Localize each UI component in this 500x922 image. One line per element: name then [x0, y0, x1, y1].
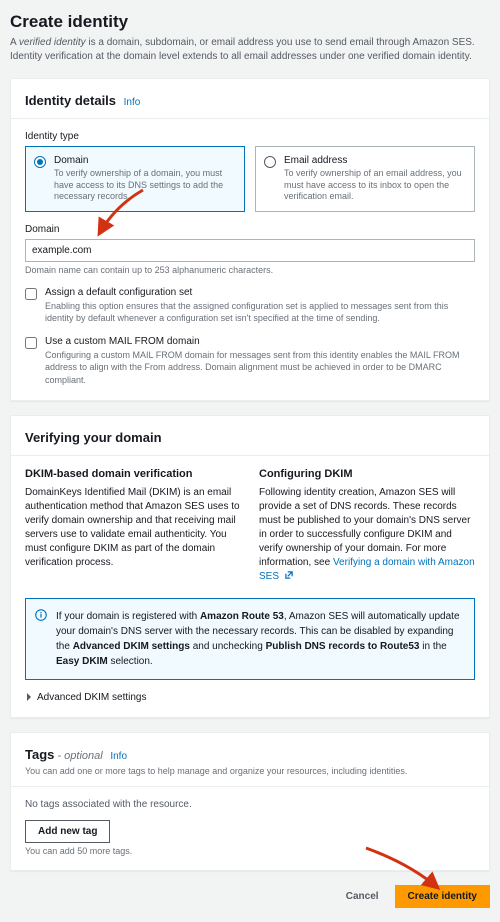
info-link[interactable]: Info — [110, 751, 127, 762]
configuring-dkim-text: Following identity creation, Amazon SES … — [259, 486, 475, 584]
cancel-button[interactable]: Cancel — [338, 885, 387, 908]
configuring-dkim-col: Configuring DKIM Following identity crea… — [259, 468, 475, 584]
config-set-title: Assign a default configuration set — [45, 287, 475, 298]
domain-field-wrap: Domain Domain name can contain up to 253… — [25, 224, 475, 275]
page-description: A verified identity is a domain, subdoma… — [10, 36, 490, 64]
add-tag-button[interactable]: Add new tag — [25, 820, 110, 843]
identity-details-panel: Identity details Info Identity type Doma… — [10, 78, 490, 401]
page-header: Create identity A verified identity is a… — [10, 12, 490, 64]
advanced-dkim-expander[interactable]: Advanced DKIM settings — [25, 692, 475, 703]
info-link[interactable]: Info — [124, 97, 141, 108]
configuring-dkim-heading: Configuring DKIM — [259, 468, 475, 480]
domain-helper: Domain name can contain up to 253 alphan… — [25, 265, 475, 275]
no-tags-text: No tags associated with the resource. — [25, 799, 475, 810]
identity-details-heading: Identity details Info — [25, 93, 475, 108]
divider — [11, 455, 489, 456]
tile-domain[interactable]: Domain To verify ownership of a domain, … — [25, 146, 245, 212]
identity-type-tiles: Domain To verify ownership of a domain, … — [25, 146, 475, 212]
tile-email-desc: To verify ownership of an email address,… — [284, 168, 466, 203]
info-icon — [35, 609, 47, 621]
tags-subtext: You can add one or more tags to help man… — [25, 766, 475, 776]
mail-from-desc: Configuring a custom MAIL FROM domain fo… — [45, 349, 475, 385]
dkim-verification-text: DomainKeys Identified Mail (DKIM) is an … — [25, 486, 241, 570]
verify-domain-panel: Verifying your domain DKIM-based domain … — [10, 415, 490, 718]
external-link-icon — [284, 570, 294, 580]
dkim-verification-heading: DKIM-based domain verification — [25, 468, 241, 480]
divider — [11, 786, 489, 787]
config-set-desc: Enabling this option ensures that the as… — [45, 300, 475, 324]
mail-from-option[interactable]: Use a custom MAIL FROM domain Configurin… — [25, 336, 475, 385]
mail-from-checkbox[interactable] — [25, 337, 37, 349]
radio-icon — [34, 156, 46, 168]
config-set-option[interactable]: Assign a default configuration set Enabl… — [25, 287, 475, 324]
tile-email-title: Email address — [284, 155, 466, 166]
create-identity-button[interactable]: Create identity — [395, 885, 490, 908]
config-set-checkbox[interactable] — [25, 288, 37, 300]
footer-actions: Cancel Create identity — [10, 885, 490, 908]
dkim-verification-col: DKIM-based domain verification DomainKey… — [25, 468, 241, 584]
divider — [11, 118, 489, 119]
route53-callout: If your domain is registered with Amazon… — [25, 598, 475, 680]
mail-from-title: Use a custom MAIL FROM domain — [45, 336, 475, 347]
domain-input[interactable] — [25, 239, 475, 262]
tags-heading: Tags - optional Info — [25, 747, 475, 762]
tile-domain-title: Domain — [54, 155, 236, 166]
verify-columns: DKIM-based domain verification DomainKey… — [25, 468, 475, 584]
identity-type-label: Identity type — [25, 131, 475, 142]
verify-heading: Verifying your domain — [25, 430, 475, 445]
page-title: Create identity — [10, 12, 490, 32]
tags-limit-text: You can add 50 more tags. — [25, 846, 475, 856]
domain-label: Domain — [25, 224, 475, 235]
tile-email[interactable]: Email address To verify ownership of an … — [255, 146, 475, 212]
tags-panel: Tags - optional Info You can add one or … — [10, 732, 490, 871]
caret-right-icon — [25, 693, 33, 701]
radio-icon — [264, 156, 276, 168]
tile-domain-desc: To verify ownership of a domain, you mus… — [54, 168, 236, 203]
